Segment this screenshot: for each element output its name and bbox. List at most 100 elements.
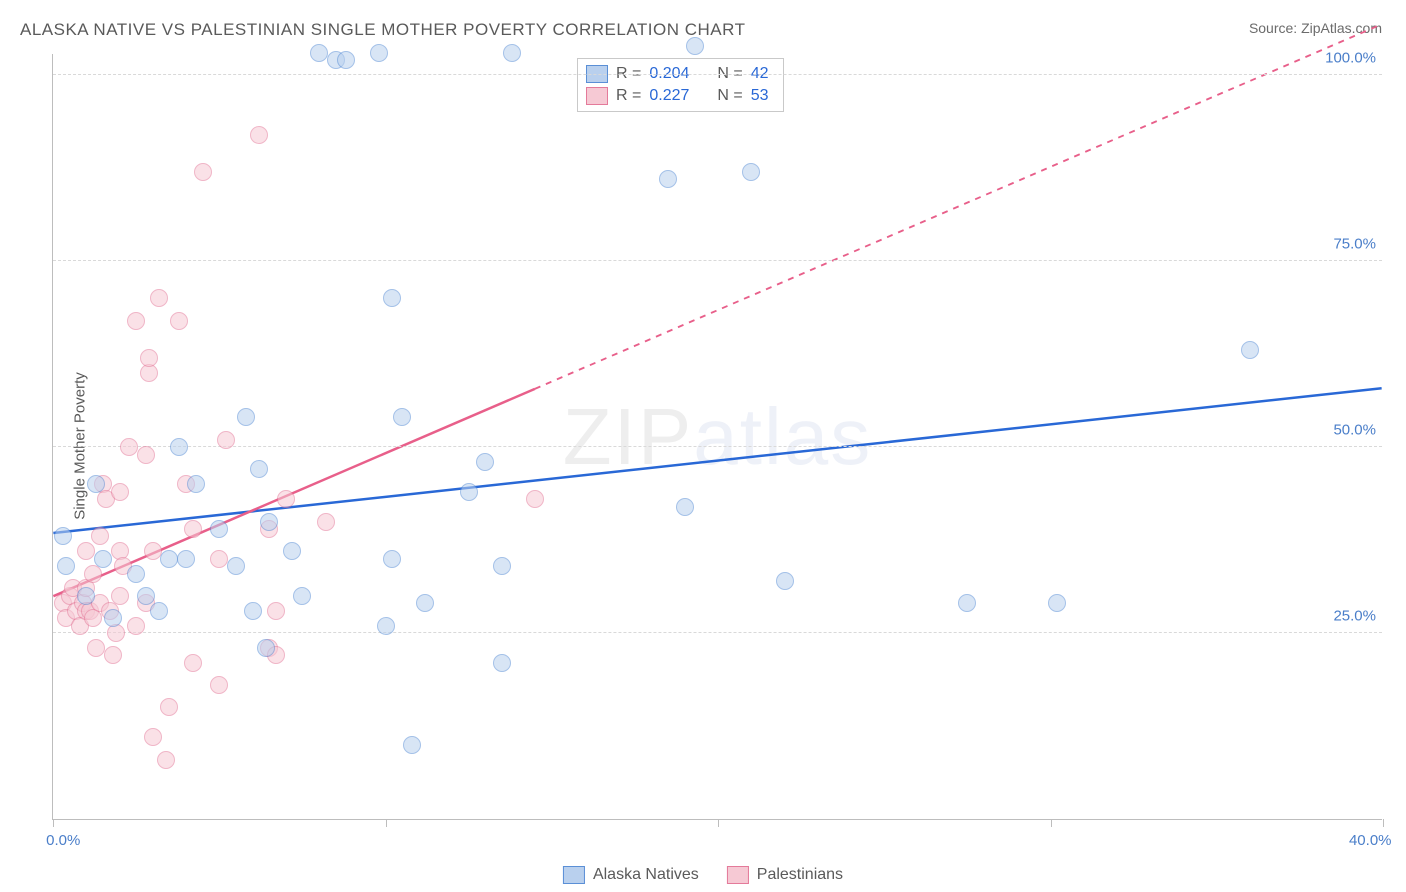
data-point-alaska: [403, 736, 421, 754]
legend-swatch: [727, 866, 749, 884]
data-point-alaska: [460, 483, 478, 501]
data-point-alaska: [237, 408, 255, 426]
trendline-alaska: [53, 388, 1381, 533]
legend-swatch: [563, 866, 585, 884]
legend-r-label: R =: [616, 87, 641, 105]
legend-label: Palestinians: [757, 866, 843, 884]
data-point-alaska: [337, 51, 355, 69]
data-point-palestinian: [104, 646, 122, 664]
data-point-palestinian: [184, 654, 202, 672]
watermark-atlas: atlas: [693, 392, 872, 481]
data-point-alaska: [54, 527, 72, 545]
data-point-alaska: [257, 639, 275, 657]
data-point-palestinian: [250, 126, 268, 144]
data-point-palestinian: [170, 312, 188, 330]
chart-title: ALASKA NATIVE VS PALESTINIAN SINGLE MOTH…: [20, 20, 746, 40]
y-tick-label: 75.0%: [1333, 236, 1376, 253]
data-point-palestinian: [194, 163, 212, 181]
data-point-alaska: [659, 170, 677, 188]
data-point-alaska: [493, 654, 511, 672]
data-point-alaska: [177, 550, 195, 568]
data-point-palestinian: [210, 550, 228, 568]
data-point-alaska: [503, 44, 521, 62]
x-tick-label: 40.0%: [1349, 832, 1392, 849]
source-site: ZipAtlas.com: [1301, 20, 1382, 36]
data-point-palestinian: [140, 349, 158, 367]
data-point-palestinian: [111, 483, 129, 501]
data-point-palestinian: [217, 431, 235, 449]
legend-bottom: Alaska Natives Palestinians: [563, 866, 843, 884]
scatter-chart: ZIPatlas R =0.204N =42R =0.227N =53 25.0…: [52, 54, 1382, 820]
data-point-alaska: [383, 550, 401, 568]
data-point-palestinian: [127, 312, 145, 330]
data-point-alaska: [393, 408, 411, 426]
data-point-palestinian: [111, 587, 129, 605]
data-point-palestinian: [127, 617, 145, 635]
data-point-palestinian: [91, 527, 109, 545]
source-attribution: Source: ZipAtlas.com: [1249, 20, 1382, 36]
data-point-alaska: [260, 513, 278, 531]
data-point-palestinian: [317, 513, 335, 531]
data-point-alaska: [293, 587, 311, 605]
data-point-palestinian: [277, 490, 295, 508]
legend-swatch: [586, 87, 608, 105]
data-point-palestinian: [137, 446, 155, 464]
gridline-h: [53, 74, 1382, 75]
source-label: Source:: [1249, 20, 1297, 36]
x-tick: [1383, 819, 1384, 827]
data-point-alaska: [686, 37, 704, 55]
y-tick-label: 50.0%: [1333, 422, 1376, 439]
data-point-alaska: [370, 44, 388, 62]
data-point-palestinian: [120, 438, 138, 456]
data-point-alaska: [227, 557, 245, 575]
data-point-palestinian: [526, 490, 544, 508]
legend-item-alaska: Alaska Natives: [563, 866, 699, 884]
data-point-alaska: [244, 602, 262, 620]
data-point-alaska: [742, 163, 760, 181]
data-point-alaska: [87, 475, 105, 493]
gridline-h: [53, 446, 1382, 447]
data-point-alaska: [160, 550, 178, 568]
data-point-alaska: [57, 557, 75, 575]
data-point-palestinian: [144, 728, 162, 746]
data-point-alaska: [127, 565, 145, 583]
data-point-palestinian: [77, 542, 95, 560]
x-tick: [386, 819, 387, 827]
legend-r-value: 0.227: [649, 87, 689, 105]
watermark-zip: ZIP: [563, 392, 693, 481]
watermark: ZIPatlas: [563, 391, 872, 483]
trendlines-layer: [53, 54, 1382, 819]
data-point-alaska: [94, 550, 112, 568]
gridline-h: [53, 632, 1382, 633]
data-point-palestinian: [150, 289, 168, 307]
x-tick: [1051, 819, 1052, 827]
data-point-alaska: [1048, 594, 1066, 612]
data-point-alaska: [150, 602, 168, 620]
data-point-palestinian: [157, 751, 175, 769]
data-point-alaska: [187, 475, 205, 493]
data-point-palestinian: [160, 698, 178, 716]
data-point-alaska: [377, 617, 395, 635]
data-point-alaska: [1241, 341, 1259, 359]
data-point-alaska: [676, 498, 694, 516]
data-point-palestinian: [144, 542, 162, 560]
data-point-alaska: [137, 587, 155, 605]
data-point-alaska: [250, 460, 268, 478]
data-point-alaska: [310, 44, 328, 62]
data-point-alaska: [170, 438, 188, 456]
data-point-alaska: [104, 609, 122, 627]
data-point-palestinian: [184, 520, 202, 538]
data-point-palestinian: [87, 639, 105, 657]
data-point-alaska: [776, 572, 794, 590]
data-point-alaska: [493, 557, 511, 575]
data-point-alaska: [383, 289, 401, 307]
legend-n-label: N =: [717, 87, 742, 105]
data-point-alaska: [958, 594, 976, 612]
data-point-alaska: [283, 542, 301, 560]
legend-n-value: 53: [751, 87, 769, 105]
data-point-palestinian: [210, 676, 228, 694]
data-point-palestinian: [267, 602, 285, 620]
legend-stats-row: R = 0.227 N = 53: [586, 85, 769, 107]
x-tick: [718, 819, 719, 827]
legend-label: Alaska Natives: [593, 866, 699, 884]
